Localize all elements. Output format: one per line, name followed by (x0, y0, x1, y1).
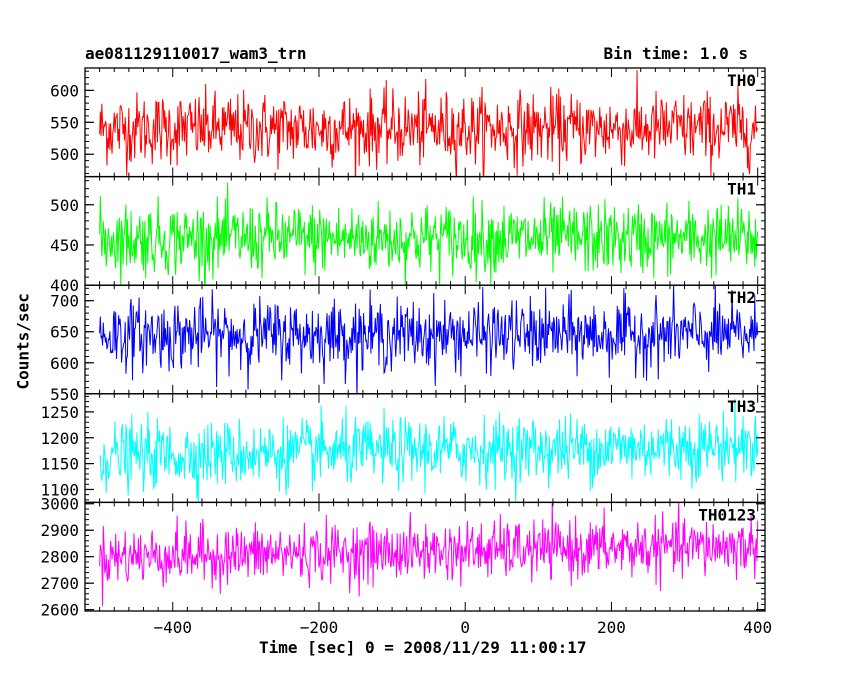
y-tick-label-th1: 500 (50, 196, 79, 215)
panel-frame-th2 (84, 284, 766, 395)
y-tick-label-th0123: 3000 (40, 495, 79, 514)
y-tick-label-th0123: 2800 (40, 548, 79, 567)
panel-label-th3: TH3 (727, 397, 756, 416)
x-axis-label: Time [sec] 0 = 2008/11/29 11:00:17 (259, 638, 587, 657)
y-tick-label-th0123: 2900 (40, 521, 79, 540)
y-tick-label-th1: 450 (50, 236, 79, 255)
panel-label-th2: TH2 (727, 288, 756, 307)
chart-title: ae081129110017_wam3_trn (85, 44, 307, 63)
y-tick-label-th3: 1250 (40, 403, 79, 422)
series-line-th3 (99, 399, 759, 503)
x-tick-label: 200 (597, 618, 626, 637)
y-tick-label-th0: 600 (50, 81, 79, 100)
y-tick-label-th0: 500 (50, 145, 79, 164)
y-tick-label-th0123: 2600 (40, 601, 79, 620)
panel-label-th0: TH0 (727, 71, 756, 90)
y-axis-label: Counts/sec (13, 293, 33, 390)
y-tick-label-th0: 550 (50, 113, 79, 132)
y-tick-label-th2: 650 (50, 323, 79, 342)
series-line-th0 (99, 70, 759, 177)
panel-label-th0123: TH0123 (698, 505, 756, 524)
series-line-th2 (99, 285, 759, 394)
series-line-th1 (99, 182, 759, 286)
x-tick-label: −400 (153, 618, 192, 637)
y-tick-label-th0123: 2700 (40, 574, 79, 593)
x-tick-label: −200 (300, 618, 339, 637)
x-tick-label: 400 (743, 618, 772, 637)
series-line-th0123 (99, 502, 759, 606)
bin-time-label: Bin time: 1.0 s (603, 44, 749, 63)
y-tick-label-th2: 550 (50, 385, 79, 404)
y-tick-label-th3: 1200 (40, 429, 79, 448)
y-tick-label-th2: 600 (50, 354, 79, 373)
x-tick-label: 0 (460, 618, 470, 637)
y-tick-label-th1: 400 (50, 276, 79, 295)
y-tick-label-th2: 700 (50, 292, 79, 311)
panel-label-th1: TH1 (727, 180, 756, 199)
y-tick-label-th3: 1150 (40, 455, 79, 474)
y-tick-label-th3: 1100 (40, 480, 79, 499)
